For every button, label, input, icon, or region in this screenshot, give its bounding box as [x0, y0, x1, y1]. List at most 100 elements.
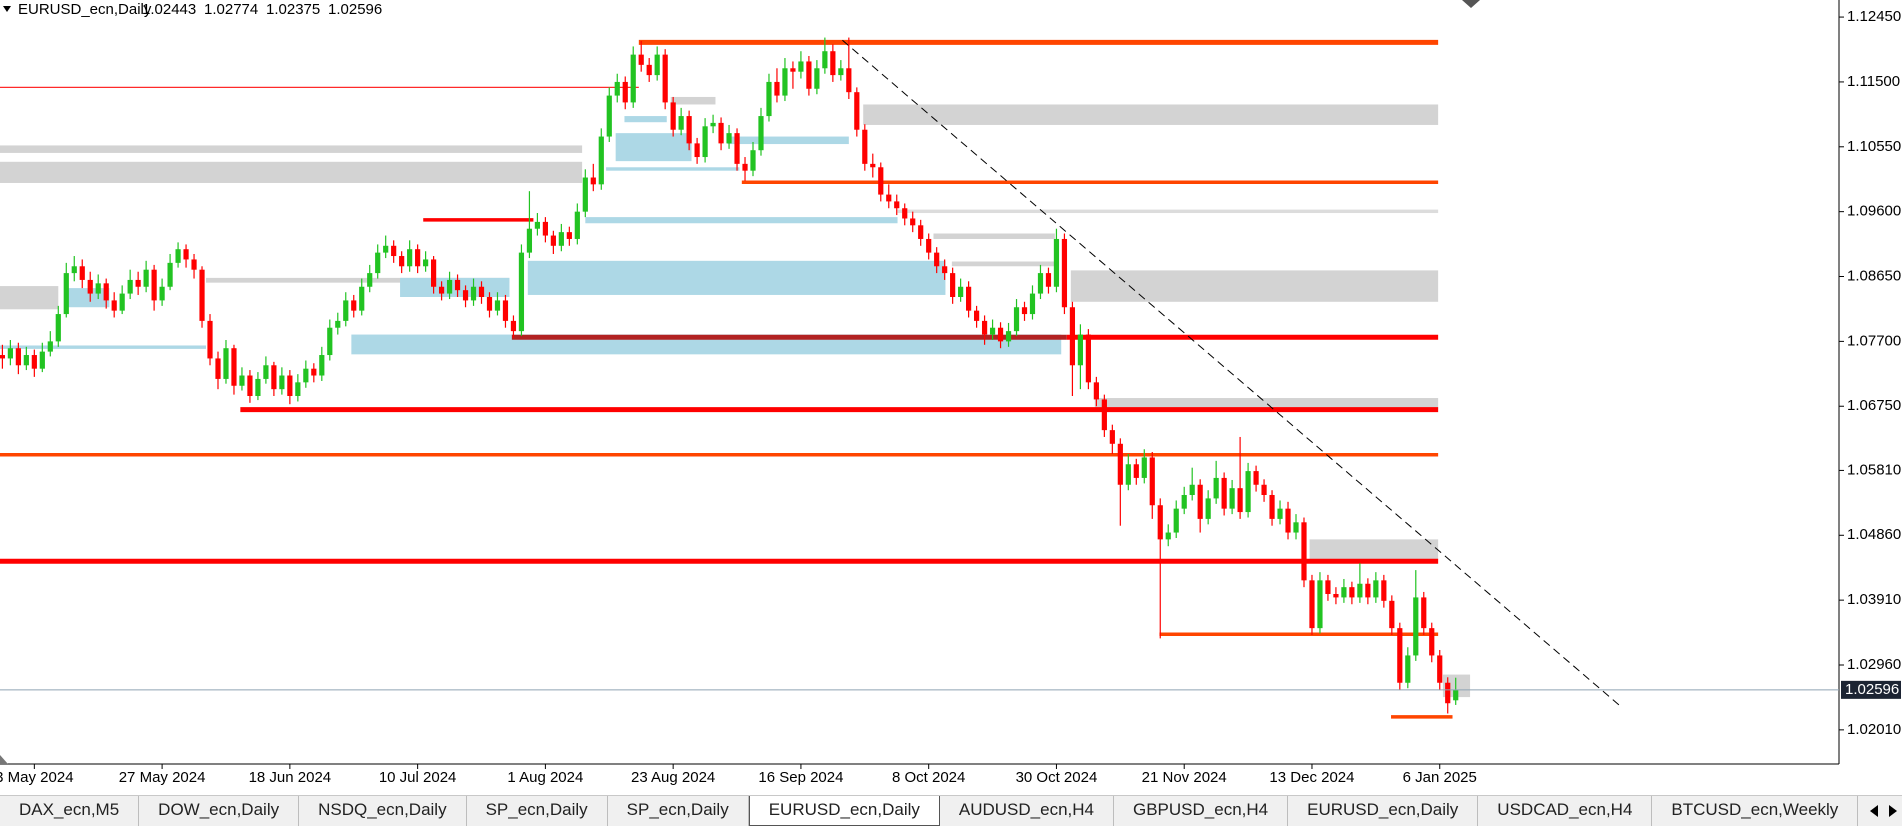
candle-body — [1349, 587, 1355, 598]
candle-body — [111, 300, 117, 311]
candle-body — [199, 269, 205, 321]
zone — [527, 260, 946, 295]
candle-body — [518, 252, 525, 332]
ohlc-low: 1.02375 — [266, 1, 320, 18]
candle-body — [550, 235, 556, 246]
candle-body — [263, 365, 269, 379]
candle-body — [1333, 593, 1339, 598]
symbol-tab[interactable]: SP_ecn,Daily — [467, 796, 608, 826]
symbol-tab[interactable]: SP_ecn,Daily — [608, 796, 749, 826]
x-tick-label: 8 Oct 2024 — [892, 769, 965, 786]
candle-body — [1405, 655, 1411, 683]
x-tick-label: 16 Sep 2024 — [758, 769, 843, 786]
candle-body — [1197, 484, 1203, 519]
symbol-tab[interactable]: USDCAD_ecn,H4 — [1478, 796, 1653, 826]
candle-body — [1069, 307, 1076, 366]
symbol-tab[interactable]: NSDQ_ecn,Daily — [299, 796, 467, 826]
axes: 1.12450 1.11500 1.10550 1.09600 1.08650 1.077… — [0, 0, 1901, 786]
candle-body — [167, 262, 173, 287]
levels — [0, 39, 1623, 719]
zone — [624, 116, 667, 123]
candle-body — [446, 279, 453, 294]
candle-body — [958, 286, 964, 297]
candle-body — [335, 320, 341, 328]
candle-body — [1141, 457, 1147, 478]
candle-body — [806, 61, 812, 89]
x-tick-label: 1 Aug 2024 — [507, 769, 583, 786]
zone — [1070, 270, 1439, 302]
zone — [1094, 398, 1439, 410]
candle-body — [566, 232, 572, 239]
current-price-box — [1841, 680, 1901, 699]
candle-body — [295, 382, 301, 396]
candle-body — [1229, 488, 1235, 509]
candle-body — [1309, 580, 1315, 629]
candle-body — [1077, 334, 1084, 366]
candle-body — [87, 279, 93, 294]
candle-body — [798, 61, 804, 72]
chart: 1.12450 1.11500 1.10550 1.09600 1.08650 1.077… — [0, 0, 1901, 786]
candle-body — [894, 201, 900, 209]
zone — [0, 161, 583, 183]
candle-body — [614, 81, 620, 96]
candle-body — [454, 279, 461, 291]
candle-body — [1317, 580, 1323, 629]
y-tick-label: 1.10550 — [1847, 138, 1901, 155]
candle-body — [1101, 399, 1107, 431]
candle-body — [510, 320, 517, 332]
candle-body — [7, 348, 13, 359]
candle-body — [215, 358, 221, 379]
candle-body — [63, 273, 69, 315]
candle-body — [662, 54, 668, 103]
x-tick-label: 6 Jan 2025 — [1403, 769, 1477, 786]
candle-body — [423, 259, 429, 267]
candle-body — [870, 163, 876, 168]
scroll-left[interactable] — [1868, 804, 1880, 818]
candle-body — [327, 327, 333, 356]
symbol-tab[interactable]: DAX_ecn,M5 — [0, 796, 140, 826]
x-tick-label: 18 Jun 2024 — [249, 769, 332, 786]
candle-body — [1213, 477, 1219, 499]
candle-body — [47, 341, 53, 352]
symbol-tab[interactable]: BTCUSD_ecn,Weekly — [1652, 796, 1859, 826]
header-arrow — [3, 6, 11, 12]
y-tick-label: 1.04860 — [1847, 526, 1901, 543]
candle-body — [135, 279, 141, 287]
candle-body — [1029, 293, 1036, 315]
zone — [0, 345, 207, 349]
candle-body — [670, 102, 676, 130]
scroll-right[interactable] — [1887, 804, 1899, 818]
current-price-label: 1.02596 — [1845, 681, 1899, 698]
corner-marker — [0, 755, 8, 764]
candle-body — [279, 375, 285, 390]
candle-body — [1173, 508, 1179, 533]
zone — [727, 136, 849, 145]
symbol-tab[interactable]: EURUSD_ecn,Daily — [748, 796, 940, 826]
candle-body — [319, 355, 325, 376]
symbol-tab[interactable]: EURUSD_ecn,Daily — [1288, 796, 1479, 826]
zone — [585, 217, 898, 224]
candle-body — [742, 163, 748, 171]
candle-body — [1413, 597, 1419, 656]
candle-body — [997, 327, 1004, 342]
candle-body — [1357, 583, 1363, 598]
shift-marker — [1462, 0, 1480, 8]
y-tick-label: 1.06750 — [1847, 397, 1901, 414]
candle-body — [526, 228, 533, 253]
candle-body — [1293, 522, 1299, 533]
candle-body — [391, 245, 397, 257]
candle-body — [1437, 655, 1443, 683]
candle-body — [71, 266, 77, 274]
candle-body — [1125, 464, 1131, 485]
symbol-tab[interactable]: DOW_ecn,Daily — [139, 796, 300, 826]
candle-body — [1005, 331, 1012, 342]
symbol-tab[interactable]: GBPUSD_ecn,H4 — [1114, 796, 1289, 826]
symbol-tab[interactable]: AUDUSD_ecn,H4 — [940, 796, 1114, 826]
candle-body — [1325, 580, 1331, 594]
candle-body — [981, 320, 988, 335]
candle-body — [1269, 494, 1275, 519]
zone — [897, 209, 1439, 214]
candle-body — [1037, 273, 1044, 294]
candle-body — [438, 286, 445, 294]
